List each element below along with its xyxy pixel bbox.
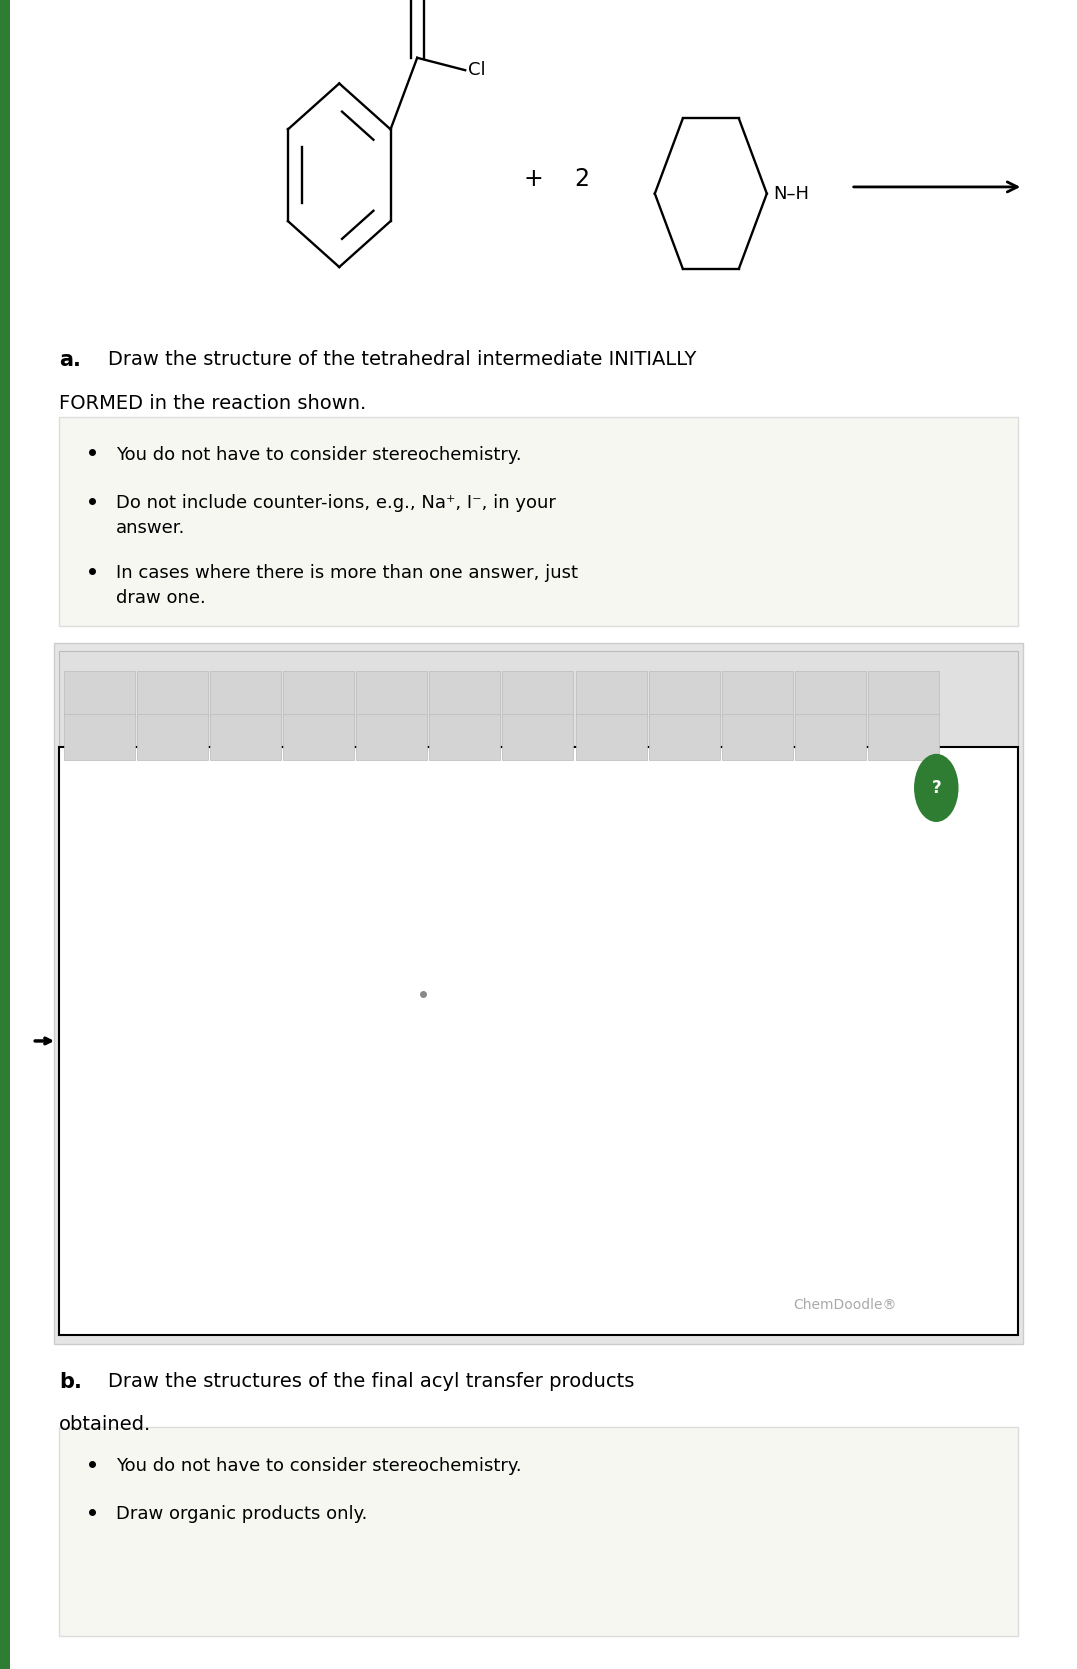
Text: ChemDoodle®: ChemDoodle®	[794, 1298, 897, 1312]
Text: Draw organic products only.: Draw organic products only.	[116, 1505, 367, 1524]
Bar	[868, 714, 939, 759]
Text: obtained.: obtained.	[59, 1415, 152, 1434]
Bar	[722, 714, 793, 759]
Bar	[575, 714, 646, 759]
Text: Draw the structure of the tetrahedral intermediate INITIALLY: Draw the structure of the tetrahedral in…	[108, 350, 696, 369]
Circle shape	[914, 754, 957, 821]
Bar	[503, 714, 573, 759]
Bar	[210, 671, 281, 716]
Bar	[283, 671, 354, 716]
Bar	[64, 671, 135, 716]
Bar	[64, 714, 135, 759]
Bar	[137, 714, 208, 759]
Bar	[0, 0, 10, 1669]
Bar	[59, 746, 1018, 1335]
Bar	[503, 671, 573, 716]
Bar	[59, 417, 1018, 626]
Text: ?: ?	[932, 779, 941, 796]
Text: b.: b.	[59, 1372, 82, 1392]
Bar	[59, 651, 1018, 746]
Bar	[430, 671, 501, 716]
Text: FORMED in the reaction shown.: FORMED in the reaction shown.	[59, 394, 366, 412]
Bar	[356, 714, 428, 759]
Bar	[59, 1427, 1018, 1636]
Bar	[575, 671, 646, 716]
Text: 2: 2	[574, 167, 589, 190]
Text: Draw the structures of the final acyl transfer products: Draw the structures of the final acyl tr…	[108, 1372, 634, 1390]
Bar	[283, 714, 354, 759]
Bar	[868, 671, 939, 716]
Text: N–H: N–H	[773, 185, 809, 202]
Bar	[722, 671, 793, 716]
Bar	[795, 671, 866, 716]
Text: Cl: Cl	[468, 62, 486, 78]
Bar	[648, 671, 719, 716]
Text: In cases where there is more than one answer, just
draw one.: In cases where there is more than one an…	[116, 564, 578, 608]
Text: You do not have to consider stereochemistry.: You do not have to consider stereochemis…	[116, 1457, 522, 1475]
Bar	[648, 714, 719, 759]
Text: Do not include counter-ions, e.g., Na⁺, I⁻, in your
answer.: Do not include counter-ions, e.g., Na⁺, …	[116, 494, 556, 537]
Text: You do not have to consider stereochemistry.: You do not have to consider stereochemis…	[116, 446, 522, 464]
Text: a.: a.	[59, 350, 81, 371]
Bar	[795, 714, 866, 759]
Bar	[137, 671, 208, 716]
Bar	[356, 671, 428, 716]
Text: +: +	[523, 167, 543, 190]
Bar	[430, 714, 501, 759]
Bar	[210, 714, 281, 759]
Bar	[54, 643, 1023, 1344]
